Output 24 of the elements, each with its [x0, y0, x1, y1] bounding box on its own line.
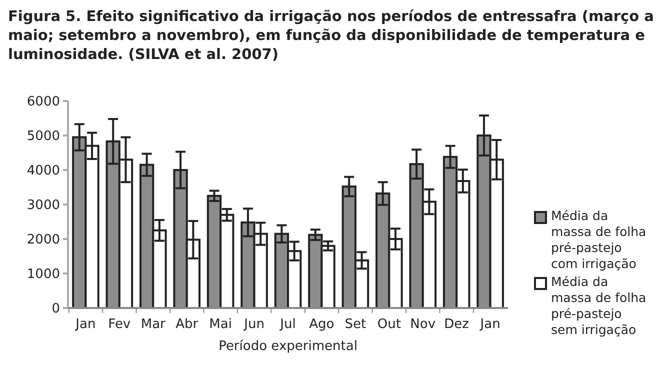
- legend-label: Média da massa de folha pré-pastejo com irrigação: [551, 208, 648, 272]
- x-tick-label: Ago: [309, 317, 334, 332]
- x-tick-label: Jan: [479, 317, 500, 332]
- x-tick-label: Fev: [108, 317, 131, 332]
- x-tick-label: Jan: [74, 317, 96, 332]
- x-tick-label: Dez: [444, 317, 470, 332]
- x-tick-label: Out: [377, 317, 401, 332]
- y-tick-label: 0: [52, 302, 60, 317]
- legend-label: Média da massa de folha pré-pastejo sem irrigação: [551, 274, 648, 338]
- y-tick-label: 6000: [26, 94, 60, 110]
- y-tick-label: 2000: [26, 232, 60, 248]
- y-tick-label: 4000: [26, 164, 60, 179]
- x-tick-label: Abr: [176, 317, 199, 332]
- chart-title: Figura 5. Efeito significativo da irrigação nos períodos de entressafra (março a maio; setembro a novembro), em função da disponibilidade de temperatura e luminosidade. (SILVA et al. 2007): [8, 8, 655, 65]
- x-tick-label: Mar: [140, 317, 166, 332]
- x-tick-label: Jun: [243, 317, 264, 332]
- x-tick-label: Mai: [209, 317, 232, 332]
- x-tick-label: Jul: [279, 317, 296, 332]
- x-tick-label: Set: [344, 317, 366, 332]
- y-tick-label: 1000: [26, 267, 60, 282]
- y-tick-label: 5000: [26, 129, 60, 144]
- x-axis-title: Período experimental: [218, 339, 358, 354]
- x-tick-label: Nov: [410, 317, 436, 332]
- y-tick-label: 3000: [26, 198, 60, 214]
